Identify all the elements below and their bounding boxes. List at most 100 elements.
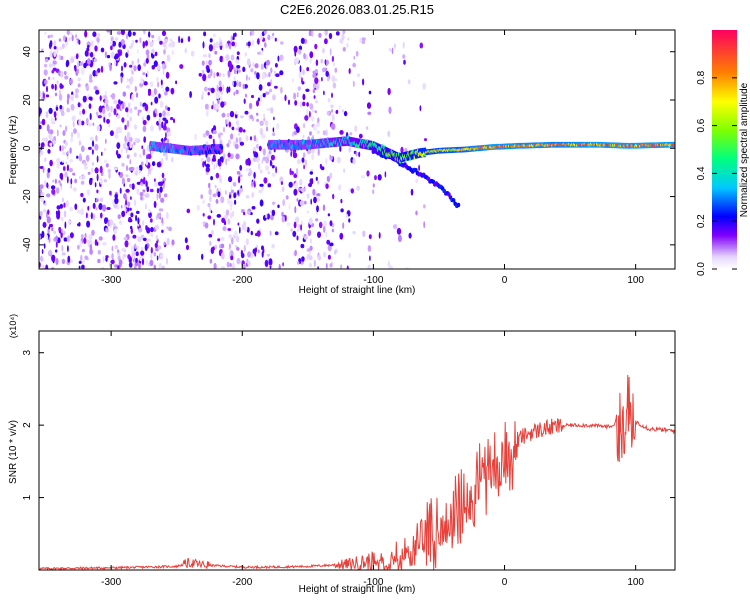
noise-speckle (81, 264, 85, 269)
noise-speckle (388, 47, 392, 52)
noise-speckle (329, 220, 333, 227)
noise-speckle (70, 103, 75, 111)
noise-speckle (338, 184, 342, 191)
noise-speckle (317, 117, 320, 123)
noise-speckle (325, 129, 329, 137)
noise-speckle (330, 109, 334, 113)
noise-speckle (321, 77, 323, 82)
noise-speckle (153, 252, 156, 257)
noise-speckle (70, 94, 75, 102)
noise-speckle (219, 244, 222, 249)
noise-speckle (294, 249, 297, 257)
noise-speckle (215, 91, 220, 100)
noise-speckle (145, 259, 148, 266)
noise-speckle (63, 210, 67, 218)
noise-speckle (129, 207, 132, 211)
noise-speckle (155, 234, 158, 241)
noise-speckle (78, 118, 82, 127)
noise-speckle (126, 113, 129, 118)
noise-speckle (316, 193, 321, 197)
noise-speckle (252, 146, 257, 152)
noise-speckle (42, 221, 47, 228)
noise-speckle (131, 39, 135, 45)
noise-speckle (126, 154, 130, 159)
noise-speckle (134, 137, 138, 143)
noise-speckle (215, 191, 218, 195)
noise-speckle (209, 195, 212, 202)
noise-speckle (139, 154, 142, 158)
noise-speckle (43, 69, 48, 76)
noise-speckle (253, 135, 257, 142)
noise-speckle (124, 124, 127, 130)
noise-speckle (64, 75, 69, 80)
noise-speckle (39, 124, 42, 130)
noise-speckle (78, 140, 82, 146)
noise-speckle (106, 207, 111, 210)
noise-speckle (116, 31, 122, 35)
noise-speckle (326, 77, 330, 82)
noise-speckle (153, 264, 156, 269)
noise-speckle (156, 193, 159, 201)
noise-speckle (120, 76, 123, 84)
noise-speckle (86, 189, 91, 196)
x-tick-label: 0 (502, 577, 508, 588)
noise-speckle (268, 258, 273, 266)
noise-speckle (91, 40, 94, 47)
noise-speckle (257, 38, 260, 45)
noise-speckle (41, 197, 44, 202)
noise-speckle (274, 63, 278, 68)
noise-speckle (257, 162, 261, 171)
noise-speckle (125, 107, 129, 113)
noise-speckle (39, 107, 42, 115)
noise-speckle (149, 218, 153, 223)
noise-speckle (102, 256, 105, 263)
noise-speckle (236, 257, 241, 265)
noise-speckle (209, 206, 212, 212)
noise-speckle (113, 167, 118, 171)
noise-speckle (97, 258, 101, 264)
noise-speckle (331, 92, 333, 99)
noise-speckle (246, 58, 251, 66)
noise-speckle (227, 152, 231, 158)
noise-speckle (154, 96, 159, 104)
noise-speckle (146, 186, 150, 193)
noise-speckle (160, 157, 164, 164)
noise-speckle (135, 92, 139, 98)
noise-speckle (185, 244, 190, 251)
noise-speckle (161, 121, 164, 129)
noise-speckle (308, 262, 312, 268)
x-tick-label: -100 (363, 577, 383, 588)
noise-speckle (361, 39, 365, 45)
noise-speckle (262, 156, 267, 161)
noise-speckle (113, 228, 117, 235)
noise-speckle (282, 262, 284, 267)
noise-speckle (160, 79, 163, 86)
noise-speckle (161, 172, 165, 179)
spectrogram-y-axis-label: Frequency (Hz) (8, 116, 19, 185)
noise-speckle (100, 47, 105, 53)
noise-speckle (238, 136, 242, 144)
noise-speckle (301, 187, 305, 193)
noise-speckle (125, 200, 128, 206)
noise-speckle (162, 68, 165, 76)
noise-speckle (138, 262, 141, 269)
noise-speckle (137, 64, 141, 71)
noise-speckle (95, 135, 98, 142)
noise-speckle (292, 230, 297, 237)
noise-speckle (109, 219, 114, 226)
noise-speckle (342, 47, 346, 52)
noise-speckle (52, 60, 57, 65)
noise-speckle (67, 255, 71, 263)
noise-speckle (91, 140, 95, 147)
noise-speckle (302, 101, 306, 107)
noise-speckle (96, 241, 99, 246)
noise-speckle (41, 118, 46, 126)
noise-speckle (51, 188, 56, 195)
noise-speckle (208, 59, 212, 66)
noise-speckle (94, 143, 99, 151)
noise-speckle (89, 112, 92, 121)
noise-speckle (415, 178, 419, 184)
noise-speckle (108, 112, 111, 118)
noise-speckle (397, 234, 402, 243)
noise-speckle (110, 94, 114, 98)
